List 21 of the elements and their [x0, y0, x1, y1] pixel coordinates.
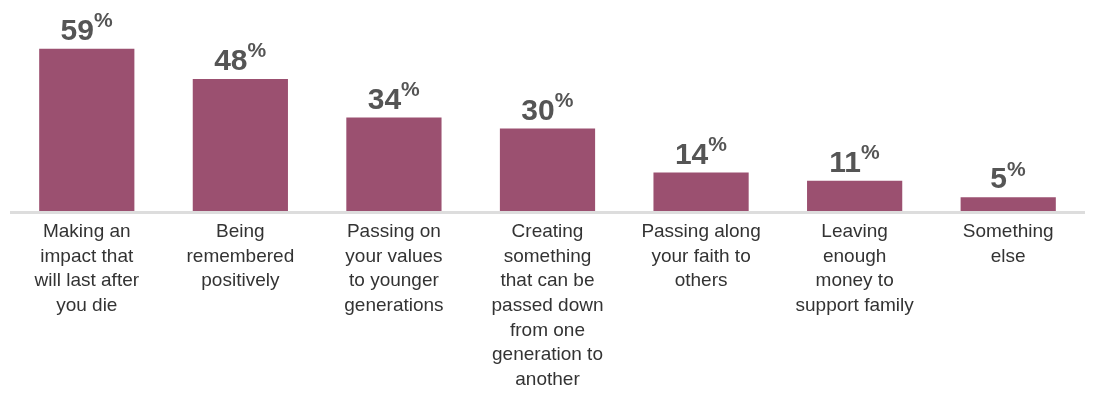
x-tick-label: Passing along your faith to others [641, 219, 761, 291]
data-label: 34$^{%}$ [367, 76, 421, 115]
bar [807, 180, 903, 211]
bar [346, 117, 442, 211]
data-label: 48$^{%}$ [214, 38, 267, 77]
data-label: 11$^{%}$ [829, 140, 880, 178]
bar [960, 197, 1056, 211]
bar [39, 48, 135, 211]
x-tick-label: Something else [962, 219, 1054, 266]
bar [499, 128, 596, 211]
x-tick-label: Being remembered positively [186, 219, 295, 291]
data-label: 5$^{%}$ [990, 156, 1027, 195]
x-tick-label: Leaving enough money to support family [795, 219, 915, 315]
bar [653, 172, 749, 211]
x-tick-label: Creating something that can be passed down from one generation to another [491, 219, 604, 389]
data-label: 30$^{%}$ [521, 87, 574, 126]
data-label: 14$^{%}$ [674, 131, 728, 170]
data-label: 59$^{%}$ [60, 8, 113, 46]
x-tick-label: Making an impact that will last after you die [33, 219, 140, 315]
x-tick-label: Passing on your values to younger generations [344, 219, 444, 315]
bar [192, 79, 288, 211]
